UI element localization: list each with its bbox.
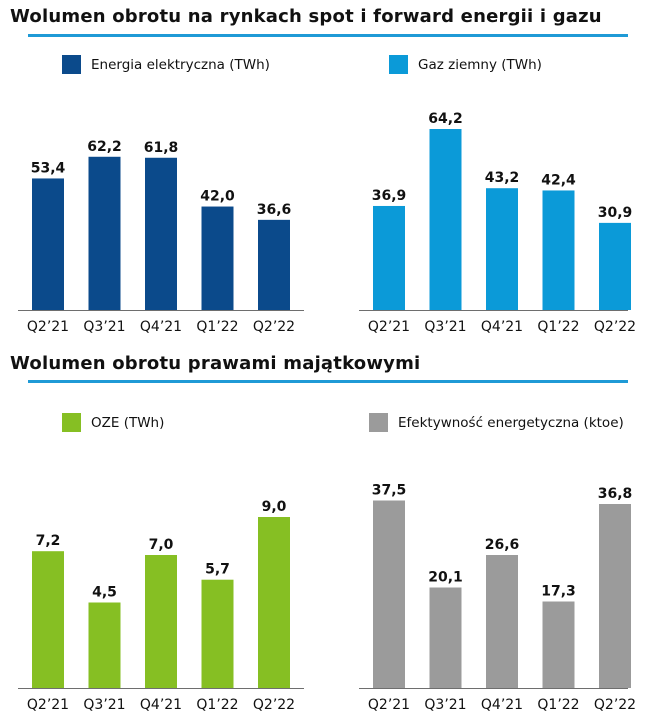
x-tick-label: Q2’22 (594, 319, 636, 335)
chart-electricity: 53,4 Q2’21 62,2 Q3’21 61,8 Q4’21 42,0 Q1’22 36,6… (18, 139, 304, 335)
legend-swatch (389, 55, 408, 74)
bar (145, 555, 177, 688)
bar (258, 219, 290, 310)
legend-label: Gaz ziemny (TWh) (418, 56, 542, 73)
data-label: 42,4 (541, 172, 576, 188)
chart-gas: 36,9 Q2’21 64,2 Q3’21 43,2 Q4’21 42,4 Q1’22 30,9… (359, 111, 636, 335)
bar (542, 190, 575, 310)
legend-swatch (62, 413, 81, 432)
bar (145, 157, 177, 310)
data-label: 26,6 (485, 537, 520, 553)
bar (258, 517, 290, 688)
data-label: 7,2 (36, 533, 61, 549)
bar (599, 504, 631, 688)
data-label: 5,7 (205, 562, 230, 578)
section-title-spot-forward: Wolumen obrotu na rynkach spot i forward… (10, 6, 602, 27)
bar (429, 129, 462, 310)
x-tick-label: Q4’21 (140, 319, 182, 335)
data-label: 61,8 (144, 140, 179, 156)
data-label: 7,0 (149, 537, 174, 553)
data-label: 36,9 (372, 188, 407, 204)
x-tick-label: Q1’22 (196, 319, 238, 335)
x-tick-label: Q1’22 (537, 319, 579, 335)
data-label: 53,4 (31, 160, 66, 176)
legend-swatch (369, 413, 388, 432)
x-tick-label: Q2’21 (368, 319, 410, 335)
x-tick-label: Q3’21 (83, 319, 125, 335)
x-tick-label: Q2’22 (253, 319, 295, 335)
bar (599, 222, 631, 310)
section-title-property-rights: Wolumen obrotu prawami majątkowymi (10, 353, 421, 374)
data-label: 36,8 (598, 486, 633, 502)
bar (542, 601, 575, 688)
data-label: 20,1 (428, 570, 463, 586)
chart-energy-efficiency: 37,5 Q2’21 20,1 Q3’21 26,6 Q4’21 17,3 Q1’22 36,8… (359, 483, 636, 713)
x-tick-label: Q4’21 (481, 319, 523, 335)
bar (373, 205, 405, 310)
bar (486, 188, 518, 310)
legend-electricity: Energia elektryczna (TWh) (62, 55, 270, 74)
legend-label: Energia elektryczna (TWh) (91, 56, 270, 73)
legend-label: Efektywność energetyczna (ktoe) (398, 414, 624, 431)
section-rule (28, 380, 628, 383)
bar (201, 206, 234, 310)
data-label: 42,0 (200, 189, 235, 205)
data-label: 36,6 (257, 202, 292, 218)
data-label: 30,9 (598, 205, 633, 221)
data-label: 64,2 (428, 111, 463, 127)
bar (32, 551, 64, 688)
x-tick-label: Q2’22 (594, 697, 636, 713)
bar (429, 587, 462, 688)
x-tick-label: Q3’21 (424, 697, 466, 713)
legend-energy-efficiency: Efektywność energetyczna (ktoe) (369, 413, 624, 432)
bar (373, 500, 405, 688)
bar (32, 178, 64, 310)
x-tick-label: Q2’21 (27, 697, 69, 713)
data-label: 4,5 (92, 585, 117, 601)
x-tick-label: Q2’21 (27, 319, 69, 335)
x-tick-label: Q2’22 (253, 697, 295, 713)
x-tick-label: Q4’21 (481, 697, 523, 713)
legend-gas: Gaz ziemny (TWh) (389, 55, 542, 74)
data-label: 17,3 (541, 584, 576, 600)
x-tick-label: Q2’21 (368, 697, 410, 713)
bar (201, 579, 234, 688)
x-tick-label: Q3’21 (424, 319, 466, 335)
legend-label: OZE (TWh) (91, 414, 165, 431)
legend-oze: OZE (TWh) (62, 413, 164, 432)
bar (486, 555, 518, 688)
data-label: 62,2 (87, 139, 122, 155)
x-tick-label: Q3’21 (83, 697, 125, 713)
data-label: 37,5 (372, 483, 407, 499)
legend-swatch (62, 55, 81, 74)
x-tick-label: Q4’21 (140, 697, 182, 713)
x-tick-label: Q1’22 (196, 697, 238, 713)
bar (88, 602, 121, 688)
x-tick-label: Q1’22 (537, 697, 579, 713)
chart-oze: 7,2 Q2’21 4,5 Q3’21 7,0 Q4’21 5,7 Q1’22 9,0 Q2’22 (18, 499, 304, 713)
section-rule (28, 34, 628, 37)
data-label: 9,0 (262, 499, 287, 515)
bar (88, 156, 121, 310)
data-label: 43,2 (485, 170, 520, 186)
